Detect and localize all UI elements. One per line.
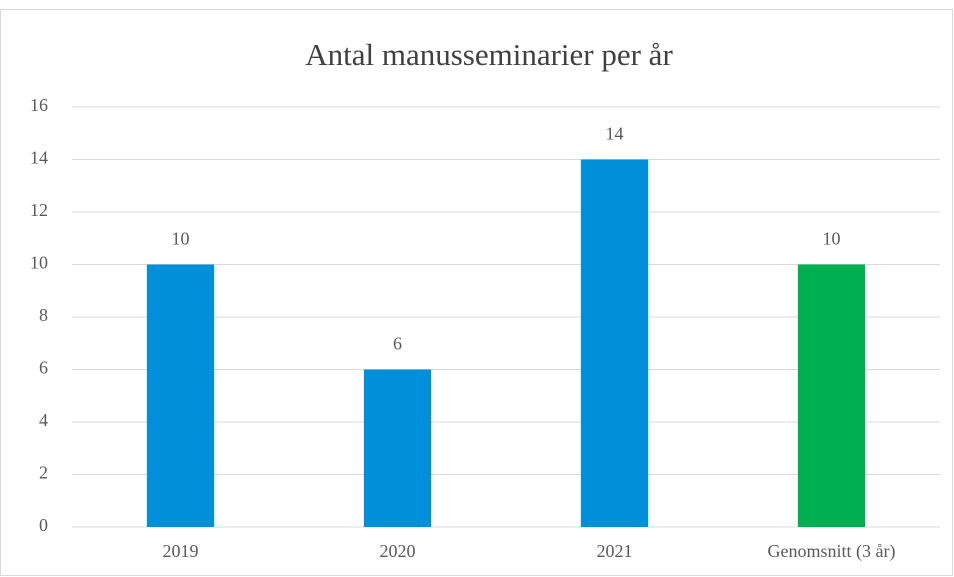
y-tick-label: 4 <box>39 410 48 430</box>
y-tick-label: 6 <box>39 358 48 378</box>
data-label: 14 <box>606 124 624 144</box>
bar <box>797 264 866 527</box>
data-label: 10 <box>823 229 841 249</box>
x-tick-label: 2021 <box>597 541 633 561</box>
x-tick-label: 2020 <box>380 541 416 561</box>
y-tick-label: 12 <box>30 200 48 220</box>
data-label: 6 <box>393 334 402 354</box>
y-tick-label: 0 <box>39 515 48 535</box>
bar <box>363 369 432 527</box>
chart-title: Antal manusseminarier per år <box>305 37 673 72</box>
x-tick-label: 2019 <box>163 541 199 561</box>
y-tick-label: 14 <box>30 148 48 168</box>
data-label: 10 <box>172 229 190 249</box>
y-tick-label: 10 <box>30 253 48 273</box>
y-tick-label: 2 <box>39 463 48 483</box>
y-tick-label: 16 <box>30 95 48 115</box>
bar <box>580 159 649 527</box>
y-tick-label: 8 <box>39 305 48 325</box>
x-tick-label: Genomsnitt (3 år) <box>768 541 896 562</box>
bar <box>146 264 215 527</box>
